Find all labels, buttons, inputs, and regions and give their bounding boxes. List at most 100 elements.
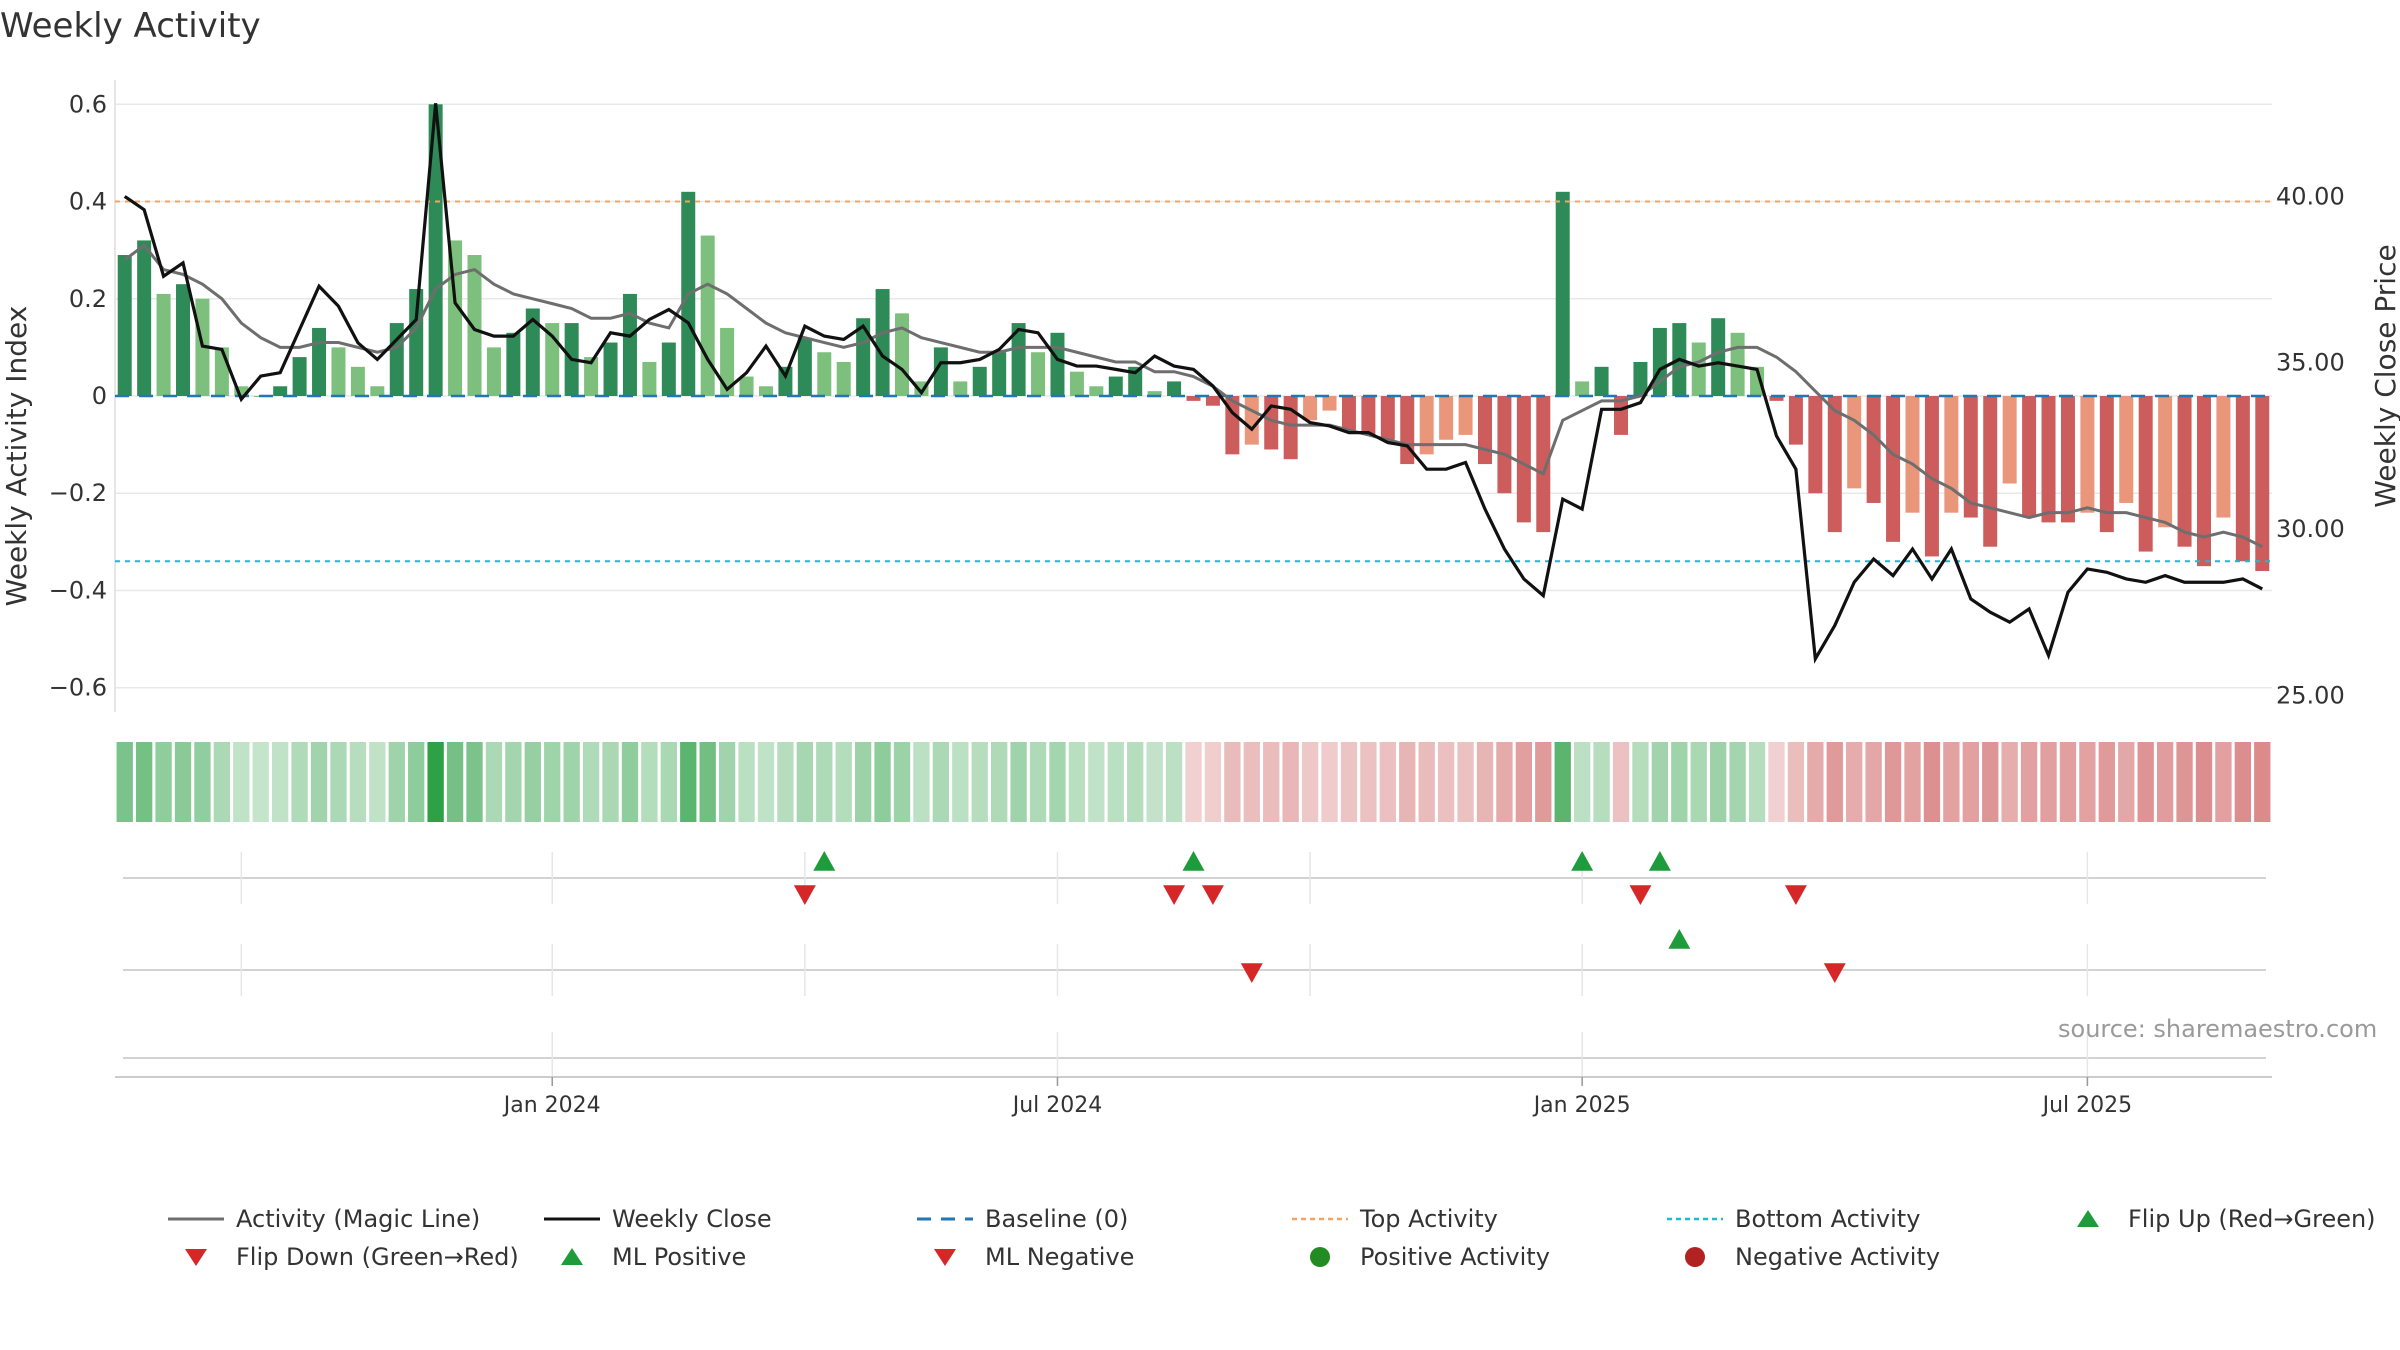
activity-bar (1788, 396, 1803, 445)
heat-cell (2254, 742, 2271, 822)
heat-cell (408, 742, 425, 822)
legend-item: Negative Activity (1665, 1243, 1940, 1271)
heat-cell (1165, 742, 1183, 822)
activity-bar (778, 366, 793, 396)
heat-cell (680, 742, 697, 822)
heat-cell (641, 742, 658, 822)
heat-cell (291, 742, 308, 822)
heat-cell (660, 742, 677, 822)
heat-cell (991, 742, 1008, 822)
legend-swatch (1667, 1217, 1723, 1221)
heat-cell (1185, 742, 1202, 822)
legend-item: Positive Activity (1290, 1243, 1550, 1271)
y-tick-label: 0.2 (69, 285, 107, 313)
heat-cell (1301, 742, 1319, 822)
heat-cell (602, 742, 619, 822)
y-axis-title: Weekly Activity Index (0, 306, 33, 607)
heat-cell (2195, 742, 2213, 822)
heat-cell (1787, 742, 1805, 822)
heat-cell (1476, 742, 1494, 822)
heat-cell (233, 742, 250, 822)
heat-cell (1632, 742, 1649, 822)
heat-cell (155, 742, 172, 822)
heat-cell (174, 742, 192, 822)
heat-cell (1943, 742, 1960, 822)
activity-bar (1341, 396, 1356, 431)
y-tick-label: −0.6 (49, 674, 107, 702)
heat-cell (2020, 742, 2038, 822)
legend-swatch (1292, 1217, 1348, 1221)
heat-cell (1671, 742, 1688, 822)
y-right-tick-label: 40.00 (2276, 182, 2345, 210)
activity-bar (1225, 396, 1240, 455)
activity-bar (486, 347, 501, 396)
activity-bar (700, 235, 715, 396)
legend: Activity (Magic Line) Weekly Close Baselin… (160, 1205, 2400, 1275)
activity-bar (622, 293, 637, 396)
heat-cell (582, 742, 600, 822)
legend-label: Activity (Magic Line) (236, 1205, 481, 1233)
activity-bar (1361, 396, 1376, 435)
flip-down-marker (1629, 885, 1652, 905)
heat-cell (893, 742, 911, 822)
activity-bar (1380, 396, 1395, 440)
heat-cell (1865, 742, 1882, 822)
heat-cell (1768, 742, 1785, 822)
y-right-tick-label: 30.00 (2276, 515, 2345, 543)
heat-cell (1379, 742, 1396, 822)
heat-cell (427, 742, 444, 822)
legend-swatch (168, 1217, 224, 1221)
heat-cell (1573, 742, 1591, 822)
heat-cell (135, 742, 153, 822)
activity-bar (836, 361, 851, 396)
heat-cell (1224, 742, 1241, 822)
legend-label: Flip Up (Red→Green) (2128, 1205, 2376, 1233)
heat-cell (2156, 742, 2174, 822)
heat-cell (1826, 742, 1843, 822)
activity-bar (739, 376, 754, 396)
heat-cell (1651, 742, 1669, 822)
heat-cell (213, 742, 231, 822)
heat-cell (446, 742, 464, 822)
ml-negative-marker (1240, 963, 1263, 983)
y-right-tick-label: 25.00 (2276, 681, 2345, 709)
activity-bar (1847, 396, 1862, 489)
heat-cell (777, 742, 794, 822)
activity-bar (1497, 396, 1512, 494)
activity-bar (176, 284, 191, 396)
flip-down-marker (1784, 885, 1807, 905)
heat-cell (1243, 742, 1260, 822)
legend-swatch (561, 1248, 583, 1265)
legend-item: Flip Down (Green→Red) (166, 1243, 519, 1271)
activity-bar (1205, 396, 1220, 406)
heat-cell (699, 742, 716, 822)
heat-cell (485, 742, 503, 822)
legend-item: Baseline (0) (915, 1205, 1128, 1233)
activity-bar (1069, 371, 1084, 396)
heat-cell (854, 742, 872, 822)
activity-bar (1983, 396, 1998, 547)
heat-cell (738, 742, 755, 822)
heat-cell (1418, 742, 1435, 822)
heat-cell (505, 742, 522, 822)
flip-down-marker (1201, 885, 1224, 905)
heat-cell (1729, 742, 1746, 822)
ml-positive-marker (1668, 929, 1691, 949)
activity-bar (350, 366, 365, 396)
heat-cell (2059, 742, 2077, 822)
x-tick-label: Jan 2025 (1532, 1093, 1631, 1118)
activity-bar (2002, 396, 2017, 484)
legend-label: Flip Down (Green→Red) (236, 1243, 519, 1271)
heat-cell (544, 742, 561, 822)
activity-bar (2216, 396, 2231, 518)
activity-bar (1167, 381, 1182, 396)
legend-label: Positive Activity (1360, 1243, 1550, 1271)
heat-cell (971, 742, 988, 822)
activity-bar (856, 318, 871, 396)
activity-bar (1439, 396, 1454, 440)
legend-label: Top Activity (1360, 1205, 1498, 1233)
flip-up-marker (813, 851, 836, 871)
activity-bar (117, 255, 132, 396)
